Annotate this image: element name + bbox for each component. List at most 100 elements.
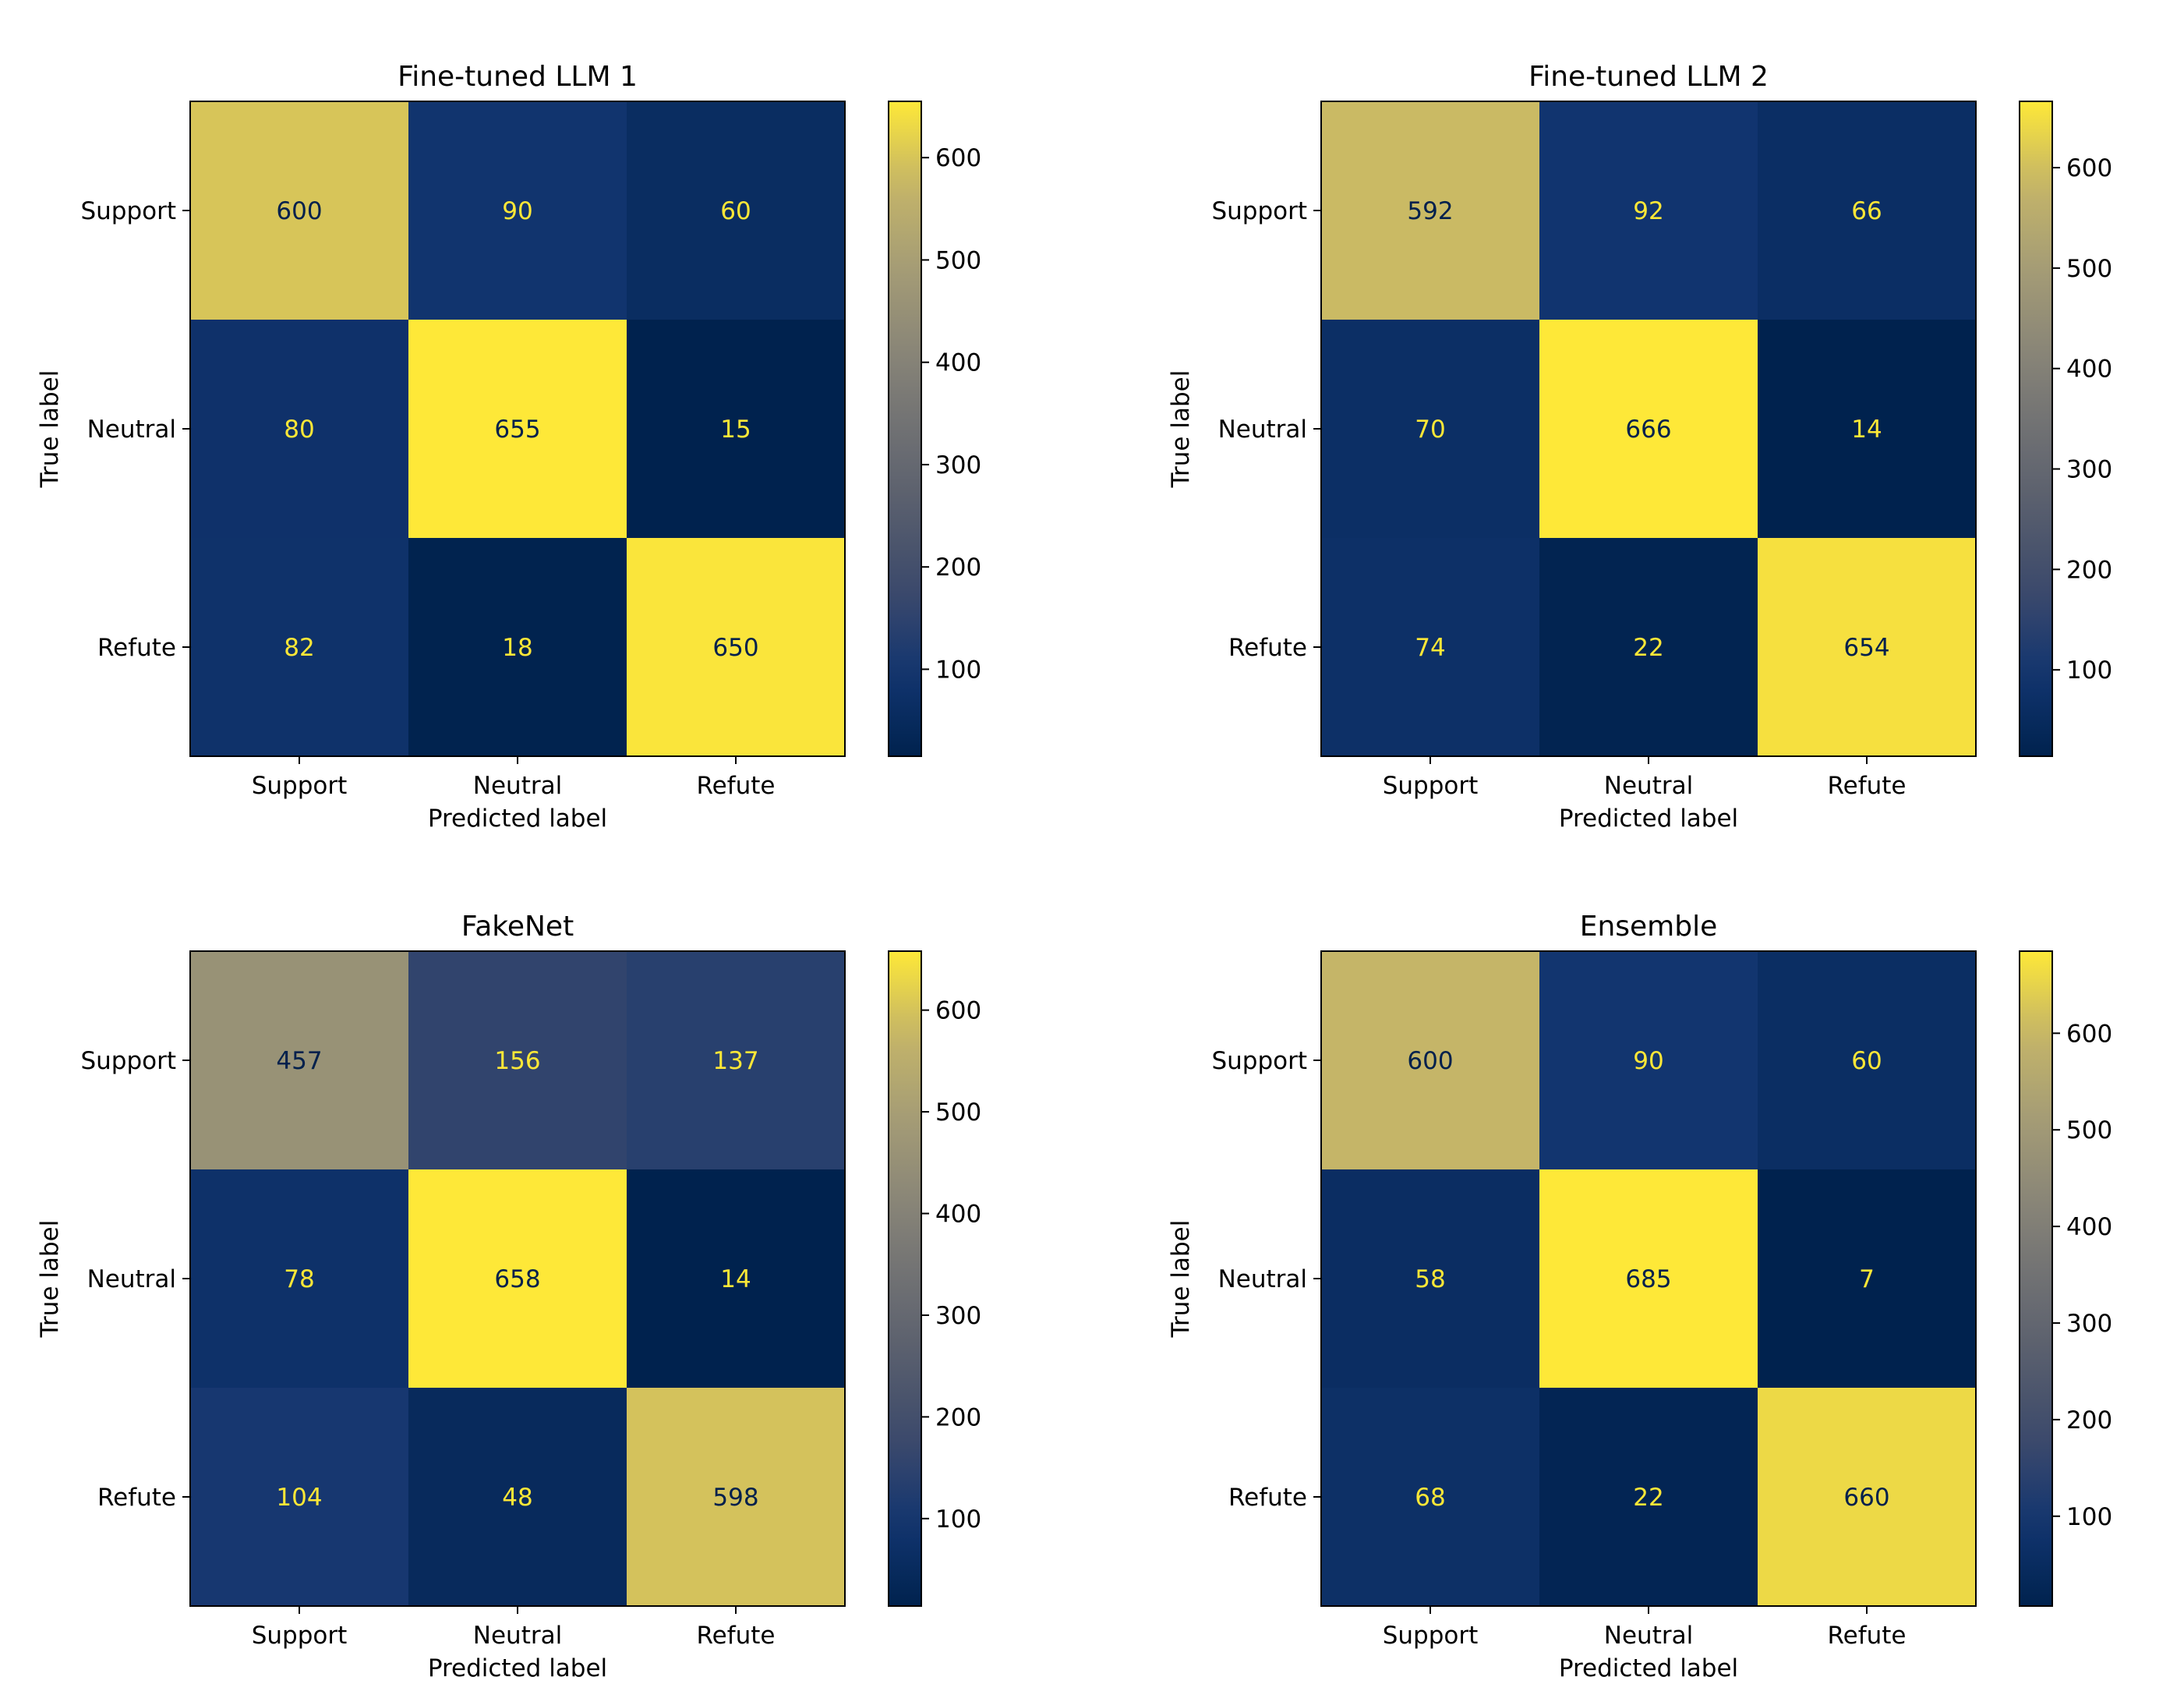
x-axis-label: Predicted label	[428, 1654, 607, 1682]
colorbar-tick-label: 400	[2066, 356, 2112, 384]
cell-value-label: 15	[720, 416, 751, 444]
x-tick-label: Neutral	[473, 772, 562, 800]
heatmap-cell	[190, 1388, 408, 1606]
heatmap-cell	[1321, 1169, 1539, 1388]
cell-value-label: 60	[1851, 1047, 1882, 1075]
x-tick-label: Refute	[1827, 772, 1906, 800]
heatmap-cell	[408, 320, 627, 538]
x-tick-label: Neutral	[473, 1622, 562, 1650]
cell-value-label: 650	[712, 634, 758, 662]
cell-value-label: 60	[720, 197, 751, 225]
y-tick-label: Refute	[97, 634, 176, 662]
colorbar-tick-label: 100	[2066, 656, 2112, 685]
confusion-matrix-panel-3: FakeNet 457 156 137 78 658 14 104 48 598 Support Ne…	[36, 911, 981, 1682]
heatmap-cell	[1539, 538, 1758, 756]
x-tick-label: Refute	[696, 772, 775, 800]
x-axis-label: Predicted label	[1559, 1654, 1738, 1682]
colorbar-tick-label: 600	[2066, 1020, 2112, 1048]
cell-value-label: 92	[1633, 197, 1663, 225]
cell-value-label: 600	[276, 197, 322, 225]
heatmap-cell	[627, 1169, 845, 1388]
heatmap-cell	[627, 320, 845, 538]
colorbar-tick-label: 200	[2066, 556, 2112, 584]
heatmap-cell	[408, 1169, 627, 1388]
cell-value-label: 7	[1859, 1265, 1875, 1293]
heatmap-cell	[627, 538, 845, 756]
panel-title: Fine-tuned LLM 1	[398, 61, 638, 93]
cell-value-label: 156	[494, 1047, 540, 1075]
colorbar-tick-label: 200	[2066, 1406, 2112, 1435]
heatmap-cell	[627, 951, 845, 1169]
colorbar-tick-label: 500	[2066, 1116, 2112, 1144]
cell-value-label: 68	[1415, 1484, 1445, 1512]
heatmap-cell	[1539, 1388, 1758, 1606]
x-axis-label: Predicted label	[428, 805, 607, 833]
heatmap-cell	[190, 538, 408, 756]
heatmap-cell	[627, 1388, 845, 1606]
cell-value-label: 655	[494, 416, 540, 444]
x-tick-label: Neutral	[1604, 1622, 1693, 1650]
y-tick-label: Support	[1211, 197, 1307, 225]
x-tick-label: Support	[1383, 1622, 1479, 1650]
cell-value-label: 658	[494, 1265, 540, 1293]
colorbar	[2019, 101, 2053, 757]
heatmap-cell	[190, 320, 408, 538]
heatmap-cell	[1539, 951, 1758, 1169]
colorbar-tick-label: 300	[2066, 456, 2112, 484]
heatmap-cell	[1321, 101, 1539, 320]
colorbar	[888, 101, 922, 757]
panel-title: FakeNet	[461, 911, 574, 943]
heatmap-cell	[408, 951, 627, 1169]
cell-value-label: 666	[1625, 416, 1671, 444]
heatmap-cell	[1758, 538, 1976, 756]
confusion-matrix-panel-2: Fine-tuned LLM 2 592 92 66 70 666 14 74 22 654 Sup…	[1167, 61, 2112, 833]
heatmap-cell	[408, 1388, 627, 1606]
y-tick-label: Support	[80, 197, 176, 225]
cell-value-label: 90	[502, 197, 532, 225]
colorbar-tick-label: 500	[935, 246, 981, 274]
x-axis-label: Predicted label	[1559, 805, 1738, 833]
x-tick-label: Support	[1383, 772, 1479, 800]
y-tick-label: Refute	[1228, 634, 1307, 662]
y-tick-label: Neutral	[87, 1265, 176, 1293]
cell-value-label: 18	[502, 634, 532, 662]
y-tick-label: Refute	[97, 1484, 176, 1512]
y-tick-label: Neutral	[1218, 416, 1307, 444]
colorbar-tick-label: 100	[935, 1505, 981, 1534]
colorbar-tick-label: 300	[935, 1302, 981, 1330]
x-tick-label: Support	[252, 1622, 348, 1650]
cell-value-label: 654	[1843, 634, 1889, 662]
cell-value-label: 80	[284, 416, 314, 444]
heatmap-cell	[408, 538, 627, 756]
heatmap-cell	[1321, 538, 1539, 756]
colorbar-tick-label: 600	[935, 997, 981, 1025]
heatmap-cell	[190, 951, 408, 1169]
y-tick-label: Refute	[1228, 1484, 1307, 1512]
y-tick-label: Support	[1211, 1047, 1307, 1075]
confusion-matrix-panel-4: Ensemble 600 90 60 58 685 7 68 22 660 Support Neutr…	[1167, 911, 2112, 1682]
colorbar-tick-label: 600	[2066, 154, 2112, 182]
cell-value-label: 22	[1633, 1484, 1663, 1512]
y-tick-label: Neutral	[87, 416, 176, 444]
cell-value-label: 598	[712, 1484, 758, 1512]
x-tick-label: Refute	[1827, 1622, 1906, 1650]
cell-value-label: 104	[276, 1484, 322, 1512]
heatmap-cell	[1758, 1388, 1976, 1606]
heatmap-cell	[190, 1169, 408, 1388]
x-tick-label: Neutral	[1604, 772, 1693, 800]
cell-value-label: 22	[1633, 634, 1663, 662]
colorbar-tick-label: 300	[2066, 1310, 2112, 1338]
cell-value-label: 48	[502, 1484, 532, 1512]
colorbar-tick-label: 100	[935, 656, 981, 684]
y-tick-label: Neutral	[1218, 1265, 1307, 1293]
heatmap-cell	[190, 101, 408, 320]
colorbar-tick-label: 500	[935, 1098, 981, 1127]
heatmap-cell	[1321, 951, 1539, 1169]
heatmap-cell	[627, 101, 845, 320]
heatmap-cell	[1758, 320, 1976, 538]
heatmap-cell	[1539, 101, 1758, 320]
cell-value-label: 592	[1407, 197, 1453, 225]
cell-value-label: 14	[720, 1265, 751, 1293]
cell-value-label: 58	[1415, 1265, 1445, 1293]
